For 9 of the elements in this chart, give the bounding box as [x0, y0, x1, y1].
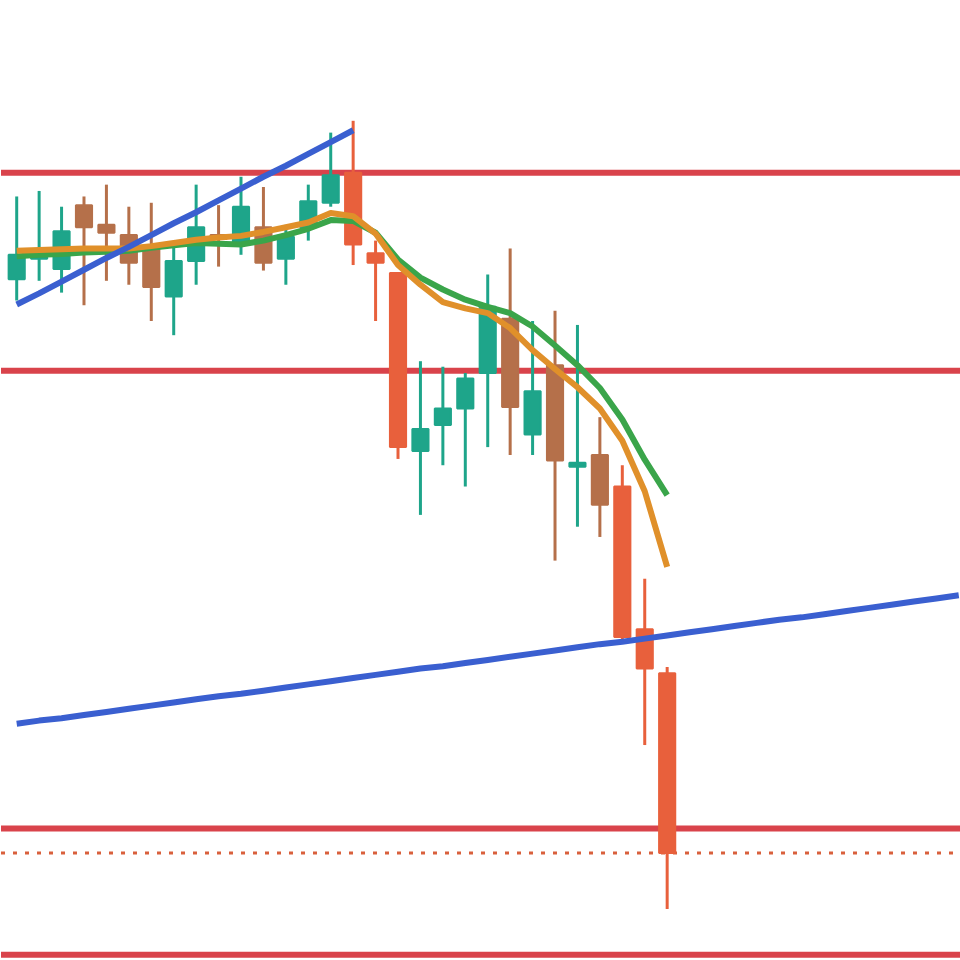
candlestick	[568, 323, 587, 529]
candlestick	[164, 243, 183, 337]
candlestick	[456, 371, 475, 489]
candlestick	[523, 319, 542, 457]
candlestick	[411, 359, 430, 517]
candlestick	[321, 131, 340, 209]
candlestick	[433, 365, 452, 467]
candlestick	[366, 239, 385, 323]
candlestick	[74, 194, 94, 307]
